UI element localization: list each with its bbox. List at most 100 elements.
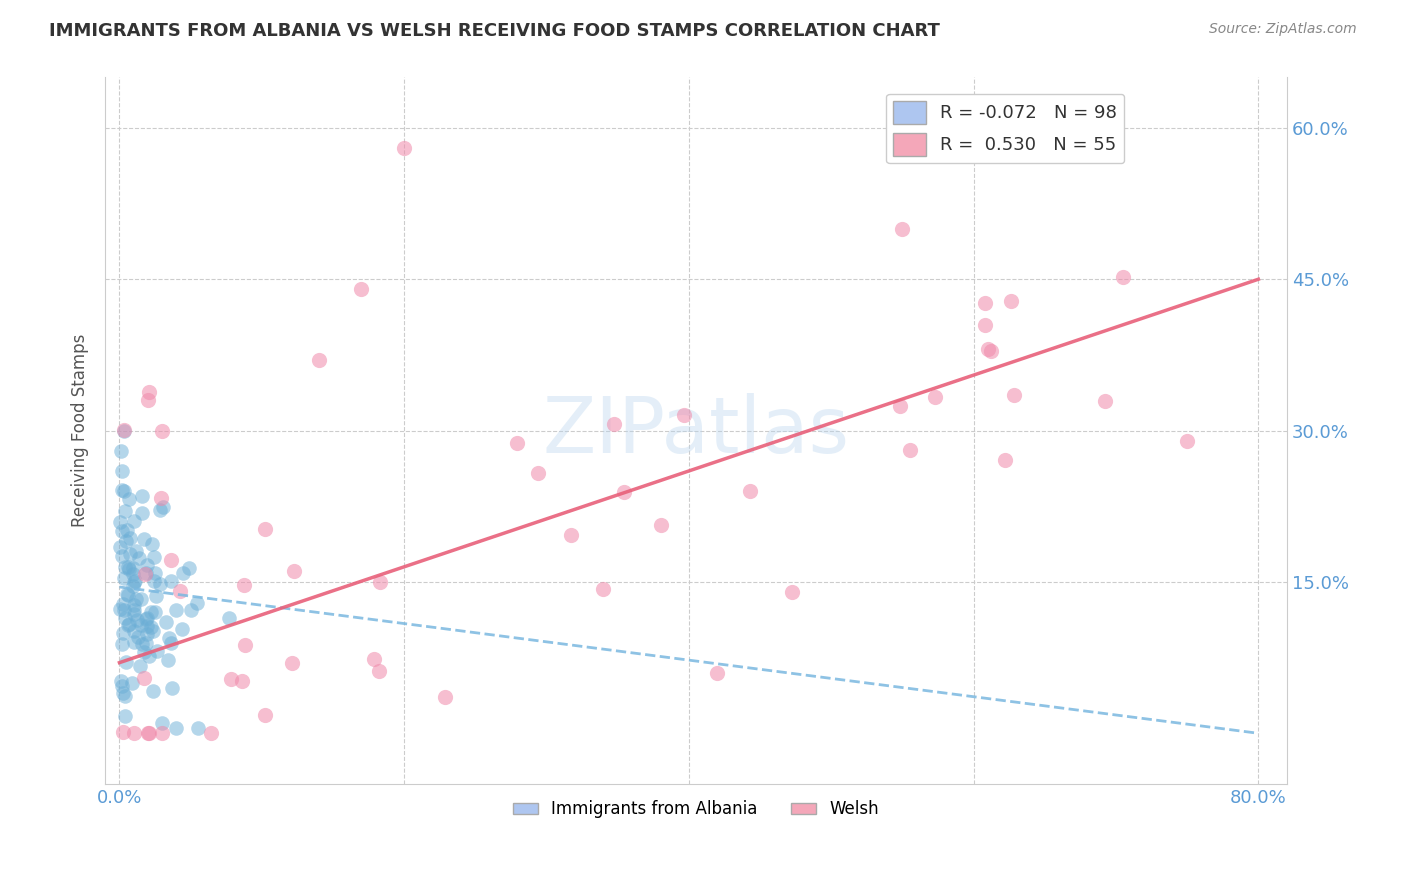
Point (308, 353, 330, 368)
Text: IMMIGRANTS FROM ALBANIA VS WELSH RECEIVING FOOD STAMPS CORRELATION CHART: IMMIGRANTS FROM ALBANIA VS WELSH RECEIVI… (49, 22, 941, 40)
Point (976, 343, 998, 357)
Point (891, 221, 914, 235)
Point (283, 564, 305, 578)
Text: Source: ZipAtlas.com: Source: ZipAtlas.com (1209, 22, 1357, 37)
Point (112, 626, 135, 640)
Point (592, 582, 614, 597)
Point (122, 726, 145, 740)
Point (112, 424, 135, 438)
Point (150, 716, 173, 731)
Point (1175, 434, 1198, 448)
Y-axis label: Receiving Food Stamps: Receiving Food Stamps (72, 334, 89, 527)
Point (138, 649, 160, 664)
Point (122, 515, 145, 529)
Point (150, 424, 173, 438)
Point (155, 615, 177, 629)
Point (219, 672, 242, 686)
Point (160, 574, 183, 588)
Point (974, 318, 997, 332)
Point (131, 506, 153, 520)
Point (142, 574, 165, 588)
Point (253, 708, 276, 723)
Point (1002, 388, 1025, 402)
Point (200, 726, 222, 740)
Point (135, 636, 157, 650)
Point (122, 567, 145, 582)
Point (112, 602, 135, 616)
Point (980, 343, 1002, 358)
Point (122, 624, 145, 638)
Point (131, 489, 153, 503)
Point (281, 656, 304, 670)
Point (135, 611, 157, 625)
Point (115, 655, 138, 669)
Point (218, 610, 240, 624)
Point (527, 466, 550, 480)
Point (142, 684, 165, 698)
Point (118, 562, 141, 576)
Point (150, 726, 173, 740)
Point (122, 575, 145, 590)
Point (121, 675, 143, 690)
Point (122, 598, 145, 612)
Point (143, 566, 166, 580)
Point (124, 591, 146, 606)
Point (160, 636, 183, 650)
Point (114, 709, 136, 723)
Point (112, 724, 135, 739)
Point (114, 689, 136, 703)
Point (118, 531, 141, 545)
Point (139, 605, 162, 619)
Point (650, 518, 672, 533)
Point (138, 385, 160, 400)
Point (111, 686, 134, 700)
Point (114, 504, 136, 518)
Point (672, 408, 695, 422)
Point (169, 584, 191, 599)
Point (159, 553, 181, 567)
Point (118, 547, 141, 561)
Point (368, 664, 391, 678)
Point (177, 561, 200, 575)
Point (112, 484, 135, 499)
Point (165, 603, 187, 617)
Point (131, 591, 153, 606)
Point (974, 296, 997, 310)
Point (117, 559, 139, 574)
Point (127, 631, 149, 645)
Point (136, 726, 159, 740)
Point (122, 579, 145, 593)
Legend: Immigrants from Albania, Welsh: Immigrants from Albania, Welsh (506, 794, 886, 825)
Point (149, 577, 172, 591)
Point (1000, 294, 1022, 309)
Point (138, 726, 160, 740)
Point (122, 603, 145, 617)
Point (135, 566, 157, 581)
Point (108, 516, 131, 530)
Point (127, 613, 149, 627)
Point (111, 549, 134, 564)
Point (110, 679, 132, 693)
Point (392, 141, 415, 155)
Point (134, 671, 156, 685)
Point (603, 417, 626, 432)
Point (924, 390, 946, 404)
Point (132, 645, 155, 659)
Point (146, 643, 169, 657)
Text: ZIPatlas: ZIPatlas (543, 392, 849, 468)
Point (143, 606, 166, 620)
Point (128, 659, 150, 673)
Point (110, 674, 132, 689)
Point (125, 544, 148, 558)
Point (136, 393, 159, 408)
Point (136, 627, 159, 641)
Point (114, 611, 136, 625)
Point (233, 638, 256, 652)
Point (111, 524, 134, 539)
Point (122, 607, 145, 621)
Point (117, 618, 139, 632)
Point (114, 559, 136, 574)
Point (159, 632, 181, 646)
Point (128, 550, 150, 565)
Point (253, 522, 276, 536)
